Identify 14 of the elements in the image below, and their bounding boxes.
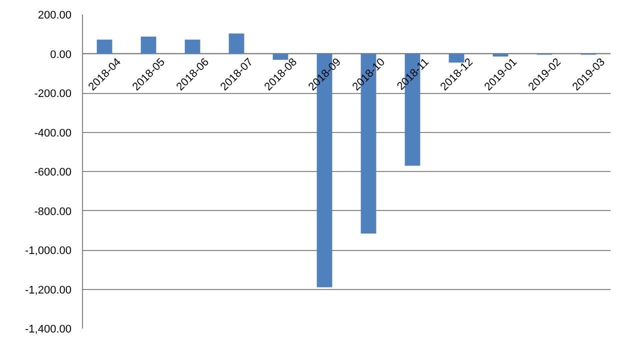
bar	[96, 40, 112, 54]
y-tick-label: -800.00	[34, 206, 72, 218]
bar	[228, 34, 244, 54]
bar	[272, 54, 288, 60]
bar	[140, 36, 156, 54]
bar	[184, 40, 200, 54]
y-tick-label: 200.00	[38, 10, 72, 22]
y-tick-label: -1,200.00	[25, 284, 72, 296]
y-tick-label: -400.00	[34, 127, 72, 140]
y-tick-label: -1,400.00	[25, 324, 72, 336]
y-tick-label: -1,000.00	[25, 245, 72, 257]
y-tick-label: -200.00	[34, 88, 72, 100]
y-tick-label: 0.00	[50, 48, 72, 61]
y-tick-label: -600.00	[34, 166, 72, 178]
